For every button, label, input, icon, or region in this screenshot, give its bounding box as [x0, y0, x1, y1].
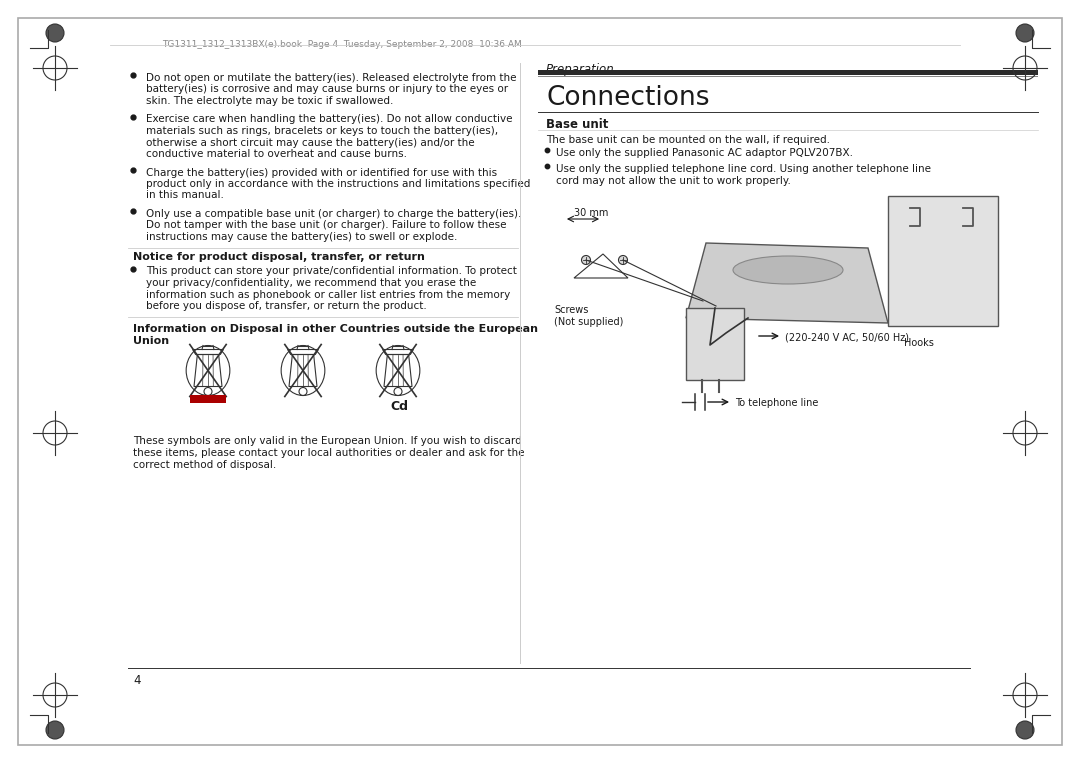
Text: Connections: Connections — [546, 85, 710, 111]
Text: instructions may cause the battery(ies) to swell or explode.: instructions may cause the battery(ies) … — [146, 232, 457, 242]
Text: Exercise care when handling the battery(ies). Do not allow conductive: Exercise care when handling the battery(… — [146, 114, 513, 124]
Text: 4: 4 — [133, 674, 140, 687]
Text: The base unit can be mounted on the wall, if required.: The base unit can be mounted on the wall… — [546, 135, 831, 145]
Text: Do not open or mutilate the battery(ies). Released electrolyte from the: Do not open or mutilate the battery(ies)… — [146, 73, 516, 83]
Text: Use only the supplied telephone line cord. Using another telephone line: Use only the supplied telephone line cor… — [556, 165, 931, 175]
Text: These symbols are only valid in the European Union. If you wish to discard: These symbols are only valid in the Euro… — [133, 436, 522, 446]
Text: otherwise a short circuit may cause the battery(ies) and/or the: otherwise a short circuit may cause the … — [146, 137, 474, 147]
Text: your privacy/confidentiality, we recommend that you erase the: your privacy/confidentiality, we recomme… — [146, 278, 476, 288]
Text: Hooks: Hooks — [904, 338, 934, 348]
Text: information such as phonebook or caller list entries from the memory: information such as phonebook or caller … — [146, 289, 510, 300]
Ellipse shape — [733, 256, 843, 284]
Text: Screws
(Not supplied): Screws (Not supplied) — [554, 305, 623, 327]
Circle shape — [619, 256, 627, 265]
Text: Preparation: Preparation — [546, 63, 615, 76]
Text: Notice for product disposal, transfer, or return: Notice for product disposal, transfer, o… — [133, 253, 424, 262]
Text: Union: Union — [133, 336, 170, 346]
Text: before you dispose of, transfer, or return the product.: before you dispose of, transfer, or retu… — [146, 301, 427, 311]
Text: product only in accordance with the instructions and limitations specified: product only in accordance with the inst… — [146, 179, 530, 189]
Bar — [190, 394, 226, 403]
Text: conductive material to overheat and cause burns.: conductive material to overheat and caus… — [146, 149, 407, 159]
Text: TG1311_1312_1313BX(e).book  Page 4  Tuesday, September 2, 2008  10:36 AM: TG1311_1312_1313BX(e).book Page 4 Tuesda… — [162, 40, 522, 49]
Text: correct method of disposal.: correct method of disposal. — [133, 461, 276, 471]
Text: cord may not allow the unit to work properly.: cord may not allow the unit to work prop… — [556, 176, 791, 186]
Text: Only use a compatible base unit (or charger) to charge the battery(ies).: Only use a compatible base unit (or char… — [146, 209, 522, 219]
Text: these items, please contact your local authorities or dealer and ask for the: these items, please contact your local a… — [133, 449, 525, 459]
Bar — [538, 70, 1038, 75]
Text: This product can store your private/confidential information. To protect: This product can store your private/conf… — [146, 266, 517, 276]
Text: Do not tamper with the base unit (or charger). Failure to follow these: Do not tamper with the base unit (or cha… — [146, 221, 507, 230]
Circle shape — [1016, 24, 1034, 42]
Text: Use only the supplied Panasonic AC adaptor PQLV207BX.: Use only the supplied Panasonic AC adapt… — [556, 148, 853, 158]
Text: skin. The electrolyte may be toxic if swallowed.: skin. The electrolyte may be toxic if sw… — [146, 96, 393, 106]
Bar — [686, 308, 744, 380]
Circle shape — [581, 256, 591, 265]
Text: Information on Disposal in other Countries outside the European: Information on Disposal in other Countri… — [133, 324, 538, 333]
Text: (220-240 V AC, 50/60 Hz): (220-240 V AC, 50/60 Hz) — [785, 332, 909, 342]
Text: Charge the battery(ies) provided with or identified for use with this: Charge the battery(ies) provided with or… — [146, 168, 497, 178]
Text: To telephone line: To telephone line — [735, 398, 819, 408]
Text: materials such as rings, bracelets or keys to touch the battery(ies),: materials such as rings, bracelets or ke… — [146, 126, 498, 136]
Bar — [888, 196, 998, 326]
Circle shape — [46, 24, 64, 42]
Text: Base unit: Base unit — [546, 118, 608, 131]
Text: battery(ies) is corrosive and may cause burns or injury to the eyes or: battery(ies) is corrosive and may cause … — [146, 85, 508, 95]
Circle shape — [46, 721, 64, 739]
Bar — [538, 76, 1038, 77]
Polygon shape — [686, 243, 888, 323]
Text: Cd: Cd — [390, 400, 408, 413]
Text: 30 mm: 30 mm — [573, 208, 608, 218]
Text: in this manual.: in this manual. — [146, 191, 224, 201]
Circle shape — [1016, 721, 1034, 739]
